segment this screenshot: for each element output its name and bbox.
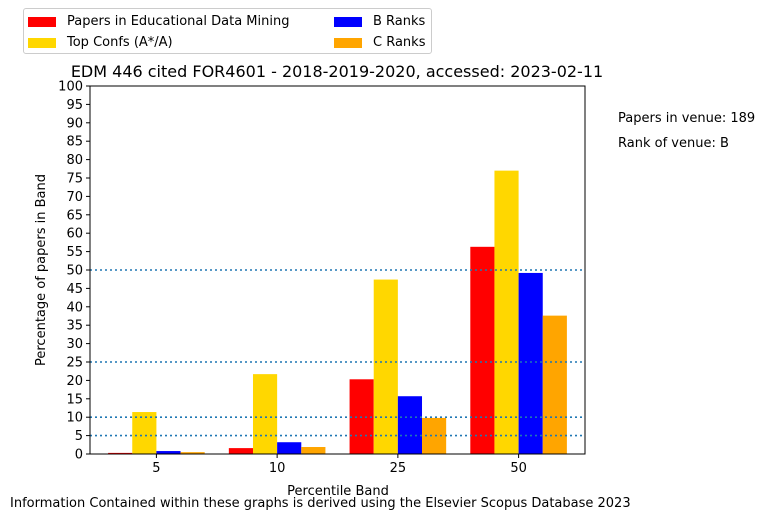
legend-swatch-c-ranks <box>334 37 362 48</box>
y-tick-label-55: 55 <box>66 245 83 260</box>
bar-top-confs-a-a--10 <box>252 374 278 454</box>
source-footer: Information Contained within these graph… <box>10 496 631 511</box>
y-tick-label-25: 25 <box>66 356 83 371</box>
y-tick-label-35: 35 <box>66 319 83 334</box>
y-tick-label-80: 80 <box>66 153 83 168</box>
y-tick-label-60: 60 <box>66 227 83 242</box>
y-tick-label-45: 45 <box>66 282 83 297</box>
y-tick-label-15: 15 <box>66 392 83 407</box>
bar-c-ranks-10 <box>301 447 326 454</box>
bar-b-ranks-10 <box>277 442 302 454</box>
y-tick-label-50: 50 <box>66 264 83 279</box>
plot-frame <box>89 85 586 455</box>
y-tick-label-65: 65 <box>66 208 83 223</box>
rank-of-venue-note: Rank of venue: B <box>618 136 729 151</box>
y-tick-label-85: 85 <box>66 135 83 150</box>
bar-top-confs-a-a--50 <box>494 170 519 454</box>
bar-c-ranks-5 <box>180 452 205 454</box>
y-tick-label-10: 10 <box>66 411 83 426</box>
bar-top-confs-a-a--25 <box>373 279 398 454</box>
y-tick-label-20: 20 <box>66 374 83 389</box>
x-axis-label: Percentile Band <box>287 484 389 499</box>
y-tick-label-75: 75 <box>66 172 83 187</box>
legend-label-edm: Papers in Educational Data Mining <box>67 14 290 29</box>
bar-b-ranks-5 <box>156 451 181 454</box>
plot-area: 5 10 25 50 0 5 10 15 20 25 30 35 40 45 50 55 60 65 70 75 80 8… <box>58 80 586 476</box>
bar-top-confs-a-a--5 <box>132 412 157 454</box>
legend-label-top-confs: Top Confs (A*/A) <box>67 35 173 50</box>
y-axis-label: Percentage of papers in Band <box>34 174 49 366</box>
legend-swatch-edm <box>28 16 56 27</box>
legend-item-edm: Papers in Educational Data Mining <box>28 14 289 29</box>
papers-in-venue-note: Papers in venue: 189 <box>618 111 756 126</box>
x-tick-label-50: 50 <box>510 461 527 476</box>
bar-b-ranks-25 <box>397 396 423 454</box>
y-tick-label-0: 0 <box>75 448 83 463</box>
bar-papers-in-educational-data-mining-10 <box>228 448 253 454</box>
legend-item-c-ranks: C Ranks <box>334 35 425 50</box>
bar-c-ranks-50 <box>542 315 567 454</box>
y-tick-label-90: 90 <box>66 116 83 131</box>
bar-papers-in-educational-data-mining-5 <box>108 452 133 454</box>
y-tick-label-40: 40 <box>66 300 83 315</box>
y-tick-label-30: 30 <box>66 337 83 352</box>
legend-swatch-top-confs <box>28 37 56 48</box>
legend-item-b-ranks: B Ranks <box>334 14 425 29</box>
bar-papers-in-educational-data-mining-50 <box>470 246 495 454</box>
y-tick-label-5: 5 <box>75 429 83 444</box>
x-tick-label-5: 5 <box>152 461 160 476</box>
legend: Papers in Educational Data Mining Top Co… <box>23 8 432 54</box>
bar-b-ranks-50 <box>518 272 543 454</box>
x-tick-label-25: 25 <box>390 461 407 476</box>
y-tick-label-70: 70 <box>66 190 83 205</box>
y-tick-label-95: 95 <box>66 98 83 113</box>
y-tick-label-100: 100 <box>58 80 83 95</box>
legend-label-b-ranks: B Ranks <box>373 14 426 29</box>
legend-item-top-confs: Top Confs (A*/A) <box>28 35 173 50</box>
x-tick-label-10: 10 <box>269 461 286 476</box>
legend-swatch-b-ranks <box>334 16 362 27</box>
chart-title: EDM 446 cited FOR4601 - 2018-2019-2020, … <box>71 62 603 81</box>
legend-label-c-ranks: C Ranks <box>373 35 426 50</box>
